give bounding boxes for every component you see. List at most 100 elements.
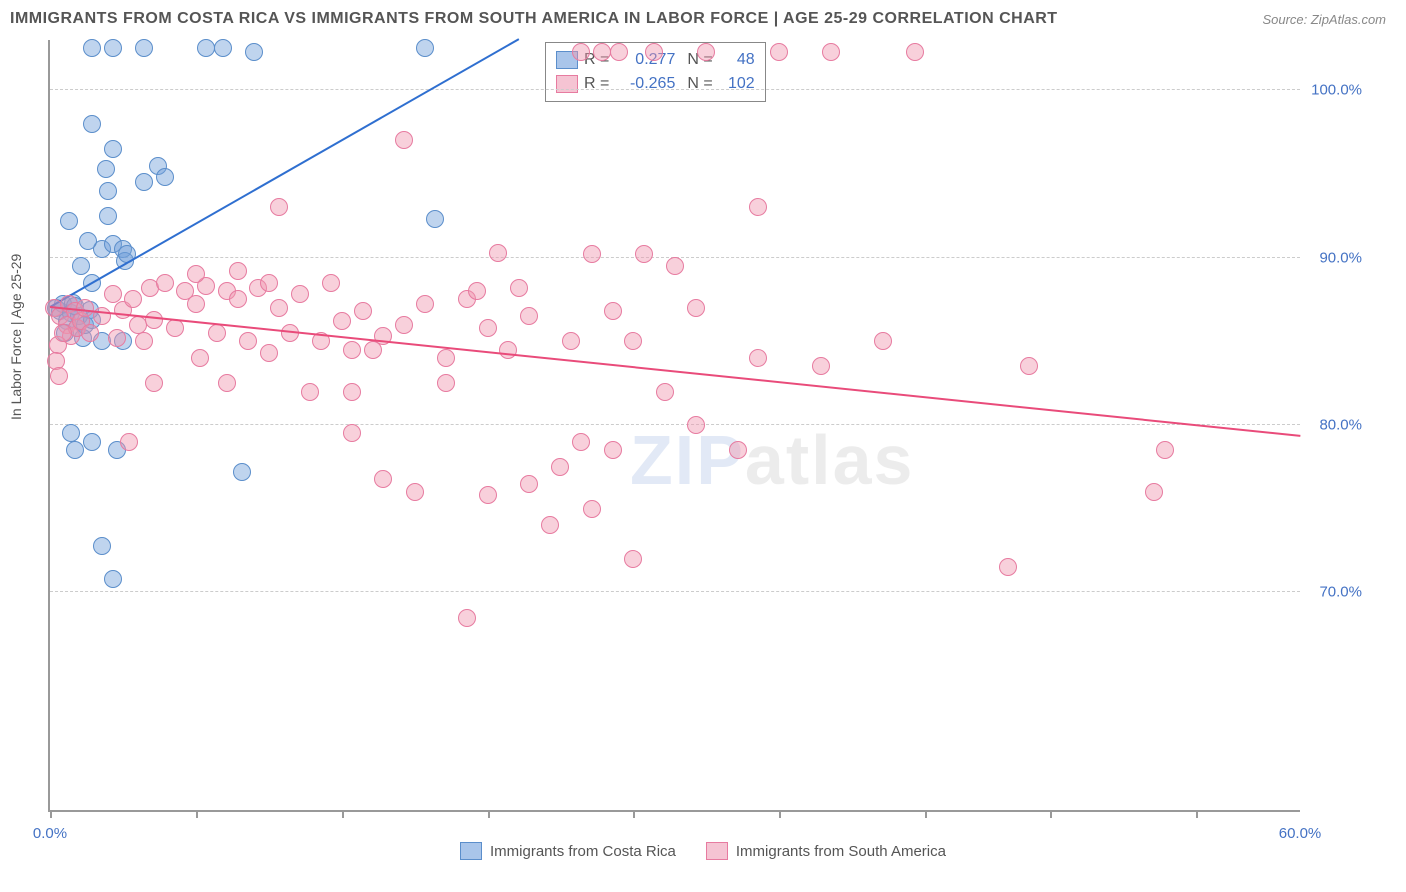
data-point	[666, 257, 684, 275]
y-tick-label: 90.0%	[1307, 249, 1362, 266]
data-point	[218, 374, 236, 392]
data-point	[395, 316, 413, 334]
n-value: 48	[719, 48, 755, 72]
data-point	[729, 441, 747, 459]
data-point	[572, 433, 590, 451]
data-point	[214, 39, 232, 57]
data-point	[374, 470, 392, 488]
data-point	[83, 115, 101, 133]
data-point	[187, 265, 205, 283]
legend-item: Immigrants from South America	[706, 842, 946, 860]
data-point	[437, 374, 455, 392]
data-point	[135, 173, 153, 191]
data-point	[906, 43, 924, 61]
data-point	[697, 43, 715, 61]
data-point	[239, 332, 257, 350]
data-point	[610, 43, 628, 61]
trend-line	[50, 306, 1300, 437]
data-point	[333, 312, 351, 330]
data-point	[145, 374, 163, 392]
data-point	[551, 458, 569, 476]
data-point	[604, 302, 622, 320]
data-point	[79, 232, 97, 250]
data-point	[822, 43, 840, 61]
data-point	[562, 332, 580, 350]
data-point	[104, 570, 122, 588]
data-point	[54, 324, 72, 342]
r-value: -0.265	[615, 72, 675, 96]
chart-title: IMMIGRANTS FROM COSTA RICA VS IMMIGRANTS…	[10, 10, 1058, 28]
data-point	[108, 329, 126, 347]
data-point	[99, 182, 117, 200]
data-point	[1145, 483, 1163, 501]
data-point	[124, 290, 142, 308]
data-point	[343, 341, 361, 359]
data-point	[99, 207, 117, 225]
data-point	[72, 257, 90, 275]
data-point	[60, 212, 78, 230]
legend-swatch	[556, 75, 578, 93]
data-point	[208, 324, 226, 342]
x-tick	[1050, 810, 1052, 818]
data-point	[129, 316, 147, 334]
y-tick-label: 100.0%	[1307, 82, 1362, 99]
data-point	[479, 319, 497, 337]
source-note: Source: ZipAtlas.com	[1262, 12, 1386, 27]
data-point	[770, 43, 788, 61]
x-tick-label: 0.0%	[33, 825, 67, 842]
data-point	[104, 140, 122, 158]
data-point	[291, 285, 309, 303]
data-point	[999, 558, 1017, 576]
data-point	[97, 160, 115, 178]
data-point	[156, 274, 174, 292]
data-point	[66, 441, 84, 459]
legend-item: Immigrants from Costa Rica	[460, 842, 676, 860]
data-point	[604, 441, 622, 459]
data-point	[120, 433, 138, 451]
data-point	[191, 349, 209, 367]
data-point	[437, 349, 455, 367]
data-point	[343, 424, 361, 442]
data-point	[645, 43, 663, 61]
data-point	[270, 299, 288, 317]
data-point	[416, 39, 434, 57]
data-point	[301, 383, 319, 401]
data-point	[197, 39, 215, 57]
data-point	[62, 424, 80, 442]
data-point	[510, 279, 528, 297]
y-tick-label: 80.0%	[1307, 417, 1362, 434]
gridline-h	[50, 591, 1300, 592]
data-point	[233, 463, 251, 481]
legend-label: Immigrants from Costa Rica	[490, 843, 676, 860]
data-point	[83, 433, 101, 451]
data-point	[489, 244, 507, 262]
gridline-h	[50, 424, 1300, 425]
data-point	[520, 475, 538, 493]
data-point	[520, 307, 538, 325]
data-point	[135, 39, 153, 57]
data-point	[635, 245, 653, 263]
x-tick	[925, 810, 927, 818]
data-point	[426, 210, 444, 228]
x-tick	[488, 810, 490, 818]
data-point	[468, 282, 486, 300]
x-tick	[1196, 810, 1198, 818]
data-point	[156, 168, 174, 186]
data-point	[583, 500, 601, 518]
x-tick	[779, 810, 781, 818]
x-tick-label: 60.0%	[1279, 825, 1322, 842]
data-point	[76, 299, 94, 317]
data-point	[749, 198, 767, 216]
data-point	[81, 324, 99, 342]
data-point	[874, 332, 892, 350]
data-point	[416, 295, 434, 313]
data-point	[229, 290, 247, 308]
data-point	[229, 262, 247, 280]
data-point	[260, 274, 278, 292]
data-point	[245, 43, 263, 61]
data-point	[395, 131, 413, 149]
data-point	[1020, 357, 1038, 375]
trend-line	[50, 38, 520, 308]
data-point	[93, 537, 111, 555]
r-label: R =	[584, 72, 609, 96]
